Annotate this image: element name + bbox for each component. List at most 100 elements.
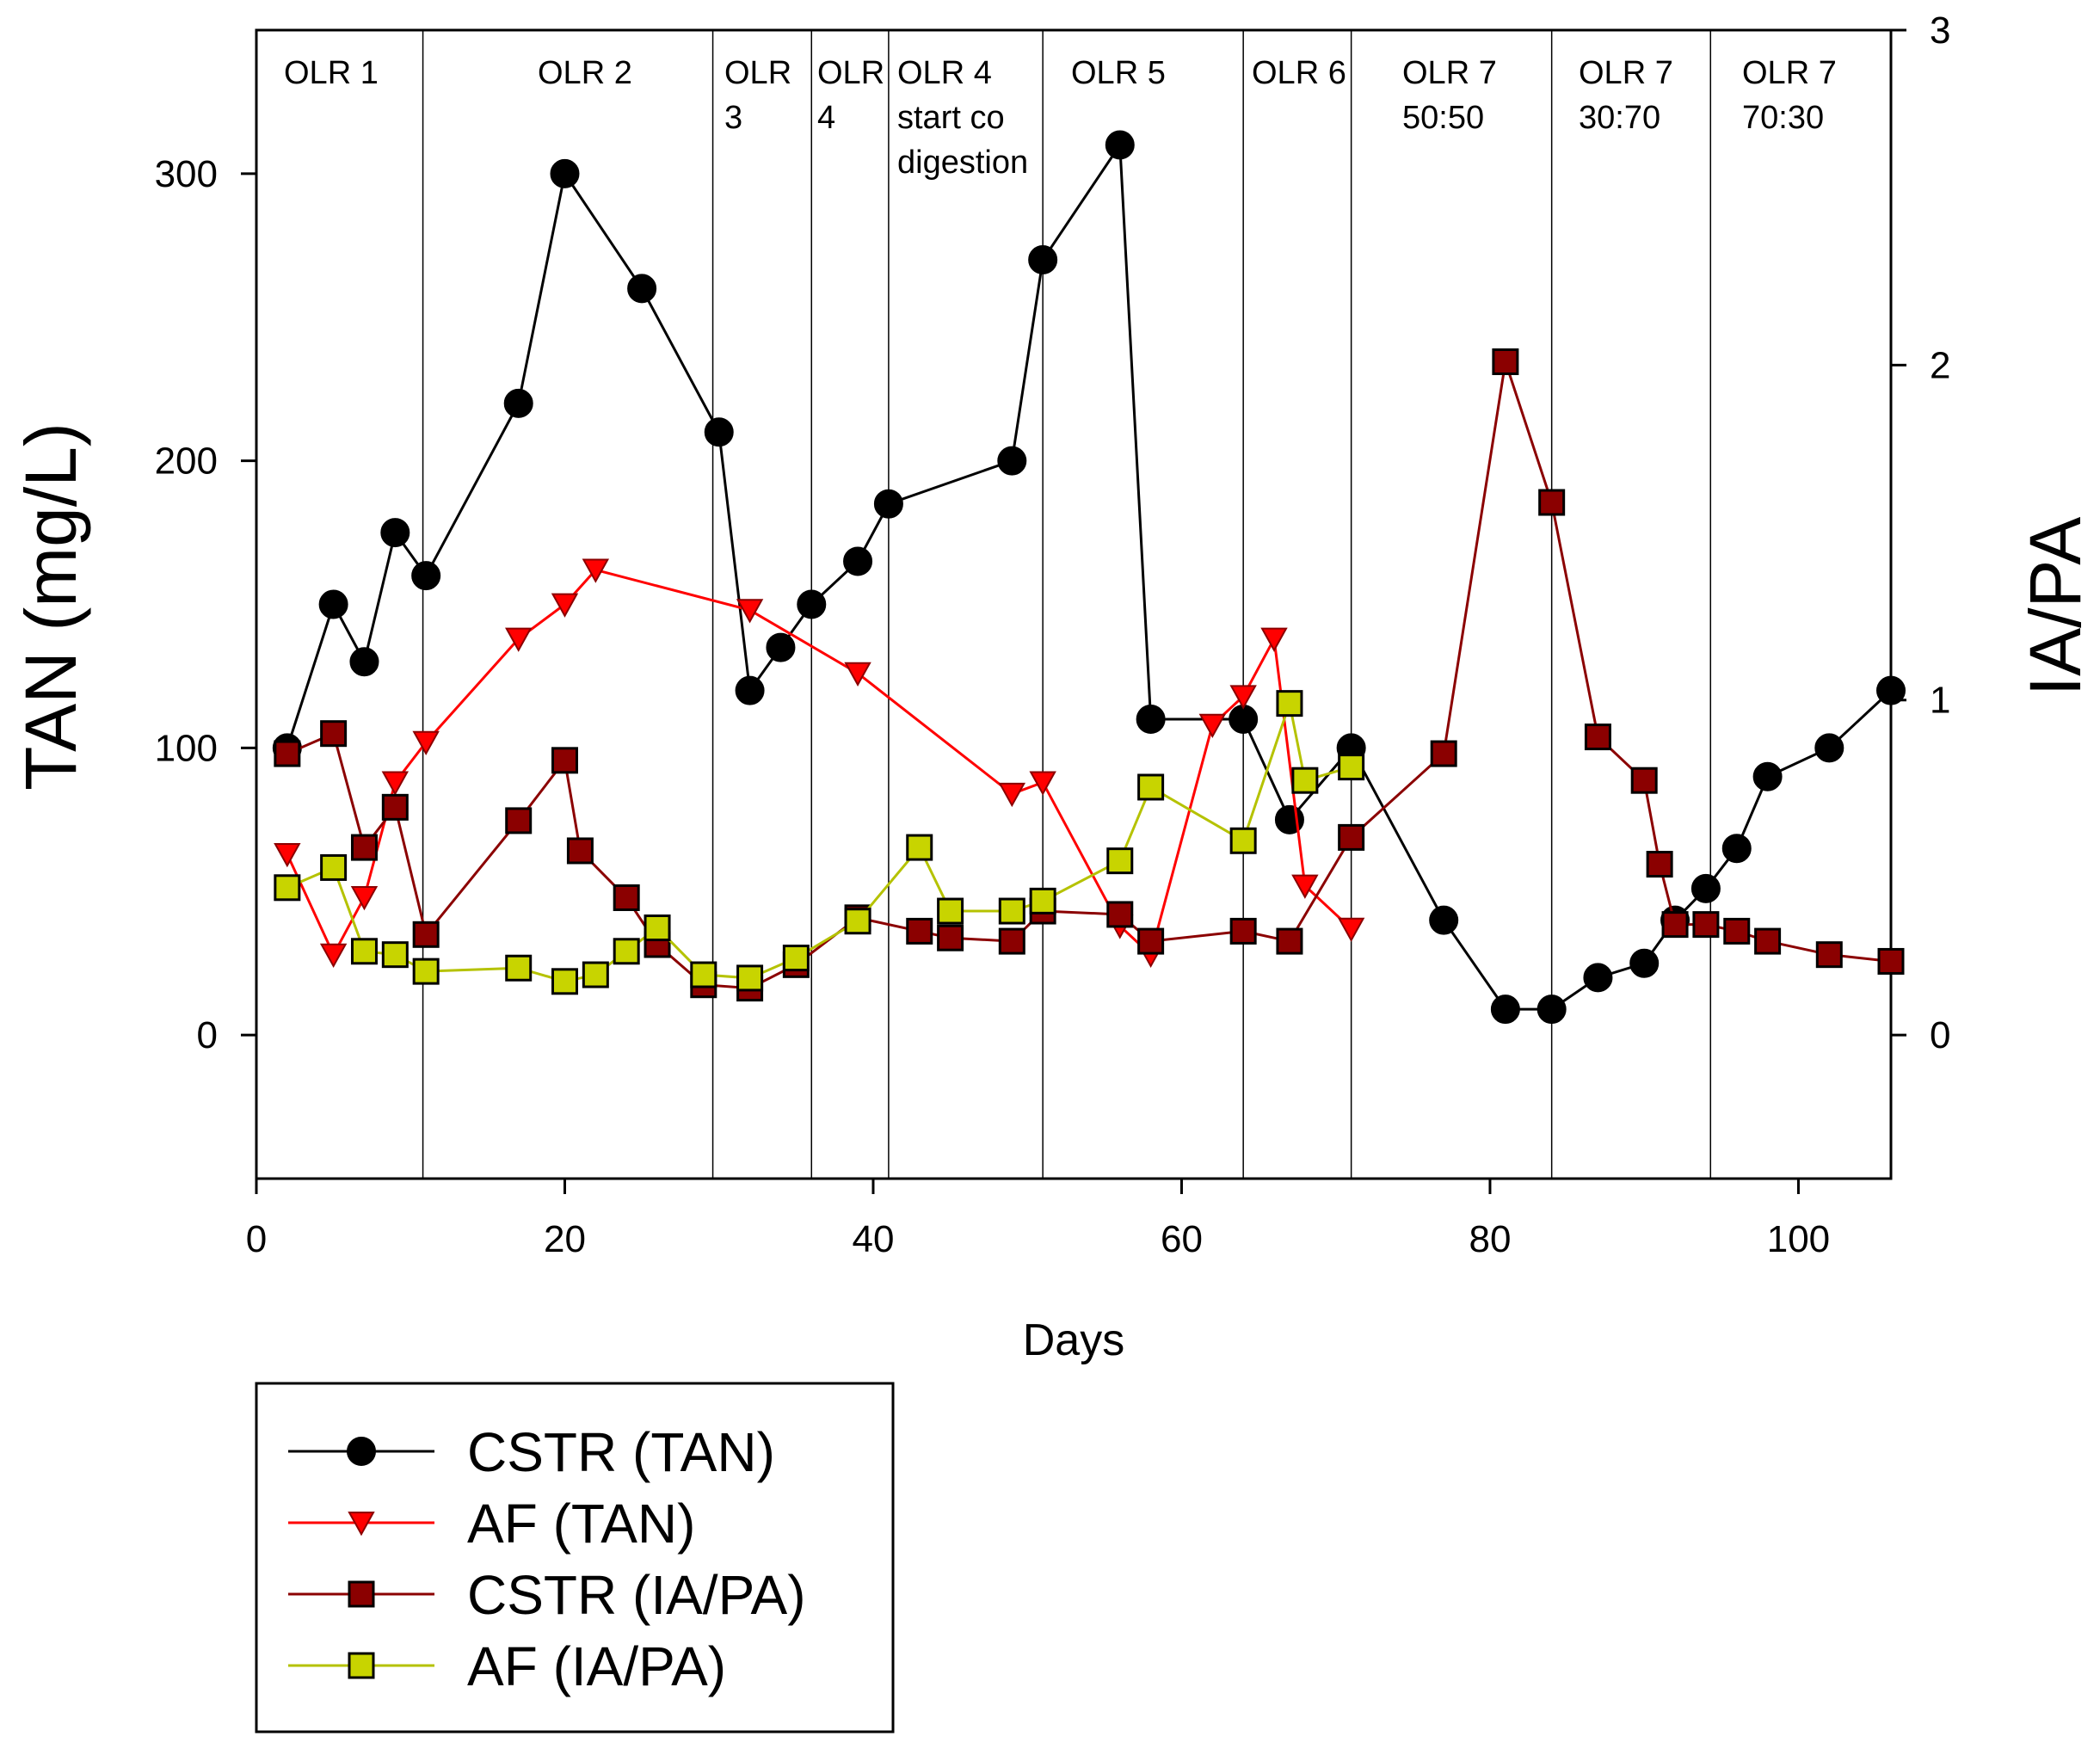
data-point <box>1137 773 1165 801</box>
data-point <box>843 546 873 576</box>
data-point <box>736 599 764 624</box>
x-tick-label: 80 <box>1469 1218 1511 1260</box>
data-point <box>350 834 378 861</box>
data-point <box>411 561 441 591</box>
data-point <box>690 961 717 988</box>
region-label-line: 3 <box>724 100 742 136</box>
y-tick-label: 200 <box>155 440 218 483</box>
region-label: OLR 7 30:70 <box>1579 55 1673 136</box>
data-point <box>274 842 301 868</box>
data-point <box>1538 489 1566 516</box>
data-point <box>1721 834 1752 864</box>
data-point <box>274 740 301 767</box>
data-point <box>1584 724 1611 751</box>
x-tick-label: 0 <box>246 1218 267 1260</box>
data-point <box>1229 705 1259 734</box>
data-point <box>1723 917 1751 945</box>
series-line <box>286 140 1893 1011</box>
data-point <box>551 747 578 774</box>
region-label-line: OLR 5 <box>1071 55 1166 91</box>
axes: 0 20 40 60 80 100 0 100 200 300 0 1 2 3 <box>155 9 1951 1260</box>
data-point <box>1754 927 1782 955</box>
region-label-line: OLR 7 <box>1402 55 1497 91</box>
data-point <box>998 927 1025 955</box>
data-point <box>998 782 1026 808</box>
data-point <box>627 274 657 304</box>
data-point <box>1137 927 1165 955</box>
region-label-line: OLR 1 <box>284 55 379 91</box>
data-point <box>551 593 579 618</box>
data-point <box>906 917 933 945</box>
y2-axis-title: IA/PA <box>2015 517 2096 697</box>
region-label-line: OLR 7 <box>1579 55 1673 91</box>
legend-entry: AF (IA/PA) <box>288 1635 726 1697</box>
data-point <box>1198 713 1227 739</box>
data-point <box>844 908 871 935</box>
data-point <box>350 886 379 911</box>
data-point <box>505 627 533 652</box>
data-point <box>1105 130 1135 160</box>
data-point <box>381 771 410 796</box>
y-axis-title: TAN (mg/L) <box>10 422 91 791</box>
data-point <box>613 884 640 911</box>
data-point <box>319 943 348 969</box>
data-series <box>272 130 1906 1025</box>
data-point <box>350 938 378 965</box>
data-point <box>1337 917 1365 942</box>
data-point <box>998 897 1025 925</box>
series-af-tan <box>274 558 1365 969</box>
region-label-line: start co <box>897 100 1005 136</box>
legend-label: CSTR (IA/PA) <box>467 1564 806 1626</box>
data-point <box>1291 874 1319 899</box>
region-label: OLR 4 start co digestion <box>897 55 1028 181</box>
region-label-line: 50:50 <box>1402 100 1484 136</box>
region-label-line: OLR 2 <box>538 55 632 91</box>
region-label: OLR 7 50:50 <box>1402 55 1497 136</box>
y2-tick-label: 1 <box>1930 680 1950 722</box>
data-point <box>906 834 933 861</box>
data-point <box>582 558 610 583</box>
data-point <box>1692 911 1720 939</box>
data-point <box>1492 348 1519 375</box>
legend-marker <box>348 1580 375 1608</box>
legend: CSTR (TAN) AF (TAN) CSTR (IA/PA) AF (IA/PA) <box>255 1382 895 1733</box>
legend-marker <box>348 1512 375 1536</box>
legend-marker <box>348 1652 375 1679</box>
x-tick-label: 100 <box>1767 1218 1830 1260</box>
data-point <box>505 954 533 982</box>
data-point <box>1877 947 1905 975</box>
data-point <box>1430 740 1457 767</box>
data-point <box>1752 761 1783 791</box>
region-label-line: OLR <box>724 55 791 91</box>
data-point <box>782 945 810 972</box>
data-point <box>1028 245 1058 274</box>
data-point <box>380 518 410 548</box>
x-tick-label: 60 <box>1161 1218 1203 1260</box>
data-point <box>1630 767 1658 794</box>
data-point <box>1029 887 1056 914</box>
region-label-line: OLR <box>817 55 884 91</box>
data-point <box>320 720 348 748</box>
data-point <box>1106 901 1134 928</box>
data-point <box>736 964 764 992</box>
data-point <box>412 921 440 948</box>
x-tick-label: 20 <box>544 1218 586 1260</box>
data-point <box>551 968 578 995</box>
data-point <box>937 924 964 951</box>
data-point <box>274 874 301 902</box>
legend-marker <box>347 1437 376 1466</box>
data-point <box>1106 847 1134 875</box>
legend-entry: CSTR (IA/PA) <box>288 1564 806 1626</box>
data-point <box>1690 873 1721 903</box>
data-point <box>1029 771 1056 796</box>
region-label-line: 4 <box>817 100 835 136</box>
data-point <box>1876 675 1906 705</box>
data-point <box>937 897 964 925</box>
region-label: OLR 5 <box>1071 55 1166 91</box>
data-point <box>381 793 409 821</box>
data-point <box>1490 995 1520 1025</box>
data-point <box>1815 941 1843 969</box>
region-label-line: digestion <box>897 145 1028 181</box>
